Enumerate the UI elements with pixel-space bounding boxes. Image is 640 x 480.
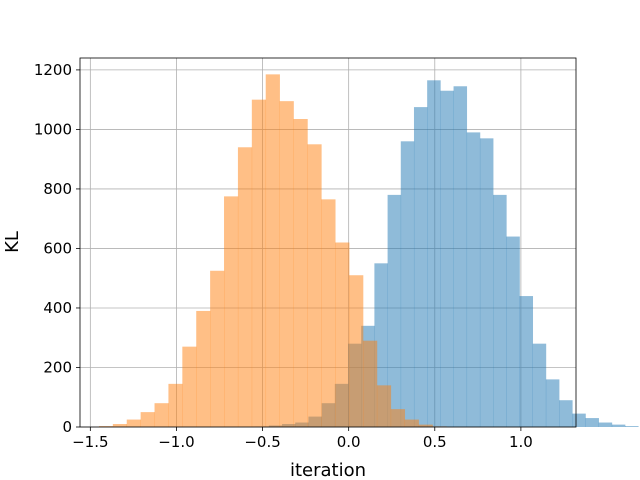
y-tick-label: 600 bbox=[43, 239, 72, 257]
histogram-bar-series-2 bbox=[196, 310, 211, 427]
histogram-bar-series-2 bbox=[349, 275, 364, 427]
histogram-bar-series-1 bbox=[506, 236, 520, 427]
histogram-bar-series-1 bbox=[532, 343, 547, 427]
histogram-bar-series-1 bbox=[387, 194, 402, 427]
histogram-bar-series-2 bbox=[154, 403, 169, 427]
histogram-bar-series-2 bbox=[224, 196, 239, 427]
histogram-bar-series-2 bbox=[126, 419, 141, 427]
y-axis-label: KL bbox=[2, 231, 23, 253]
histogram-bar-series-2 bbox=[140, 412, 155, 427]
histogram-bar-series-1 bbox=[427, 80, 441, 428]
histogram-bar-series-2 bbox=[404, 419, 419, 427]
histogram-bar-series-2 bbox=[168, 383, 183, 427]
histogram-bar-series-2 bbox=[210, 270, 225, 427]
histogram-bar-series-2 bbox=[279, 101, 294, 427]
histogram-bar-series-1 bbox=[413, 107, 428, 428]
histogram-bar-series-2 bbox=[363, 340, 378, 427]
histogram-bar-series-1 bbox=[440, 90, 454, 427]
y-tick-label: 800 bbox=[43, 180, 72, 198]
histogram-bar-series-1 bbox=[479, 138, 494, 427]
histogram-bar-series-1 bbox=[572, 413, 586, 427]
histogram-bar-series-1 bbox=[519, 296, 534, 427]
histogram-bar-series-1 bbox=[400, 141, 415, 428]
y-tick-label: 1200 bbox=[34, 61, 72, 79]
histogram-bar-series-1 bbox=[545, 379, 560, 427]
histogram-bar-series-2 bbox=[321, 199, 336, 427]
histogram-bar-series-2 bbox=[112, 424, 128, 427]
y-tick-label: 400 bbox=[43, 299, 72, 317]
histogram-bar-series-2 bbox=[98, 426, 114, 427]
histogram-bar-series-2 bbox=[251, 99, 267, 428]
axis-ticks: −1.5 −1.0 −0.5 0.0 0.5 1.0 0 200 400 600 800 1000 12… bbox=[34, 61, 533, 451]
x-tick-label: −0.5 bbox=[244, 433, 280, 451]
histogram-bar-series-1 bbox=[585, 418, 599, 427]
histogram-bar-series-2 bbox=[335, 242, 350, 427]
histogram-bars bbox=[98, 74, 639, 428]
histogram-bar-series-1 bbox=[453, 86, 468, 427]
plot-frame bbox=[79, 57, 577, 428]
histogram-bar-series-1 bbox=[493, 194, 507, 427]
histogram-bar-series-1 bbox=[559, 400, 573, 427]
y-tick-label: 0 bbox=[62, 418, 72, 436]
x-tick-label: −1.5 bbox=[72, 433, 108, 451]
histogram-bar-series-2 bbox=[307, 144, 322, 427]
x-tick-label: 0.5 bbox=[423, 433, 447, 451]
histogram-bar-series-1 bbox=[466, 132, 481, 428]
x-tick-label: −1.0 bbox=[158, 433, 194, 451]
histogram-bar-series-2 bbox=[418, 424, 433, 427]
x-tick-label: 1.0 bbox=[509, 433, 533, 451]
histogram-bar-series-2 bbox=[390, 409, 406, 427]
histogram-bar-series-2 bbox=[237, 147, 253, 427]
histogram-bar-series-2 bbox=[293, 119, 308, 428]
histogram-bar-series-1 bbox=[611, 424, 626, 427]
histogram-bar-series-1 bbox=[598, 422, 613, 427]
x-tick-label: 0.0 bbox=[337, 433, 361, 451]
histogram-bar-series-2 bbox=[182, 346, 197, 427]
y-tick-label: 1000 bbox=[34, 120, 72, 138]
histogram-bar-series-1 bbox=[625, 426, 639, 427]
histogram-bar-series-2 bbox=[376, 385, 392, 427]
y-tick-label: 200 bbox=[43, 358, 72, 376]
histogram-bar-series-2 bbox=[265, 74, 280, 427]
x-axis-label: iteration bbox=[290, 460, 366, 480]
